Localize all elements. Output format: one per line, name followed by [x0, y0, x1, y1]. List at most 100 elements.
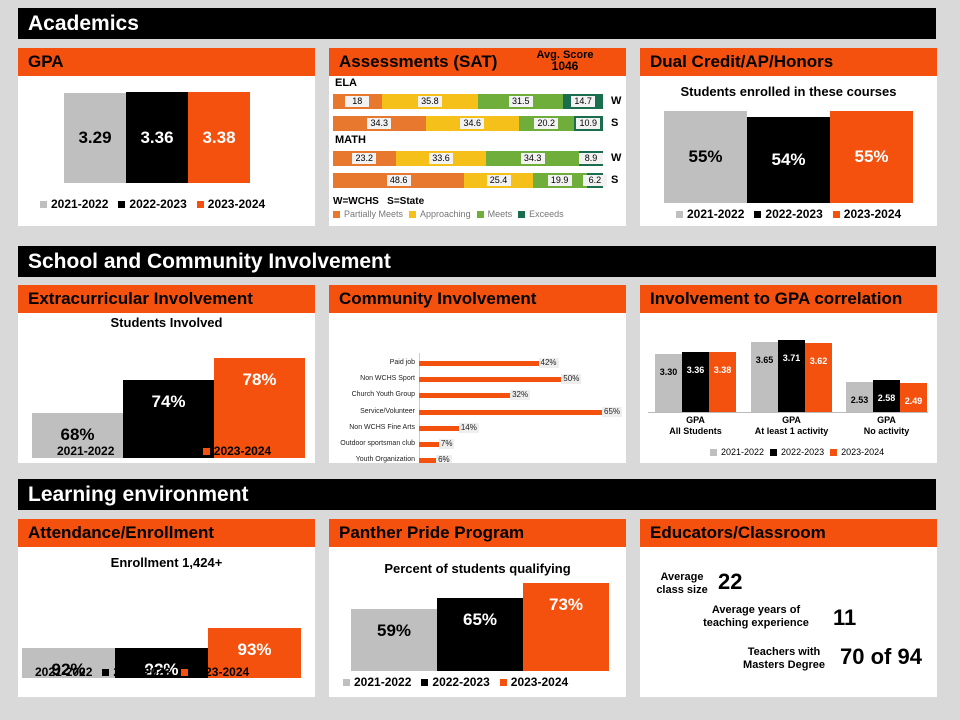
attendance-bar-label: 92% — [144, 660, 179, 679]
corr-bar-value: 2.53 — [850, 394, 869, 405]
panther-chart: Percent of students qualifying 59% 65% 73% 2… — [329, 547, 626, 697]
gpa-bar-2023-2024 — [188, 92, 250, 183]
legend-swatch — [476, 211, 484, 219]
corr-bar-2023-2024 — [805, 343, 832, 412]
panther-subtitle: Percent of students qualifying — [384, 561, 571, 576]
sat-ela-label: ELA — [335, 77, 357, 89]
panther-bar-2022-2023 — [437, 597, 523, 671]
corr-bar-value: 3.65 — [755, 355, 774, 366]
attendance-bar-2023-2024 — [208, 628, 301, 678]
gpa-bar-label: 3.36 — [140, 127, 174, 147]
legend-label: Exceeds — [529, 209, 564, 219]
section-community: School and Community Involvement — [18, 246, 936, 277]
sat-chart: ELA MATH 18 35.8 31.5 14.7 W 34.3 34.6 20.2 10.9 S 2… — [329, 76, 626, 226]
attendance-panel: Attendance/Enrollment Enrollment 1,424+ 9… — [18, 519, 315, 697]
sat-seg-value: 19.9 — [547, 175, 572, 186]
sat-row-ela-w: 18 35.8 31.5 14.7 — [333, 94, 603, 109]
extra-subtitle: Students Involved — [110, 315, 223, 330]
gpa-title: GPA — [18, 48, 315, 76]
legend-swatch — [754, 211, 762, 219]
extra-bar-2022-2023 — [123, 380, 214, 458]
gpa-bar-2022-2023 — [126, 92, 188, 183]
sat-seg-value: 20.2 — [534, 118, 559, 129]
community-category: Non WCHS Fine Arts — [349, 423, 415, 431]
sat-seg-value: 31.5 — [508, 96, 533, 107]
community-title: Community Involvement — [329, 285, 626, 313]
legend-label: 2021-2022 — [51, 197, 109, 211]
years-label: Average years of teaching experience — [703, 604, 809, 629]
corr-bar-value: 3.36 — [686, 365, 705, 376]
legend-label: 2022-2023 — [765, 207, 823, 221]
sat-title: Assessments (SAT) — [329, 48, 626, 76]
dual-legend: 2021-2022 2022-2023 2023-2024 — [676, 207, 911, 221]
legend-label: 2022-2023 — [113, 665, 171, 679]
sat-seg-value: 18 — [345, 96, 370, 107]
legend-label: 2023-2024 — [207, 197, 266, 211]
sat-seg-value: 6.2 — [582, 175, 607, 186]
legend-label: 2023-2024 — [510, 675, 569, 689]
legend-swatch — [202, 448, 210, 456]
legend-swatch — [421, 679, 429, 687]
corr-bar-value: 3.71 — [782, 353, 801, 363]
legend-swatch — [830, 449, 838, 457]
sat-seg-value: 25.4 — [486, 175, 511, 186]
legend-swatch — [102, 669, 110, 677]
corr-bar-2023-2024 — [709, 351, 736, 412]
gpa-panel: GPA 3.29 3.36 3.38 2021-2022 2022-2023 2023-2… — [18, 48, 315, 226]
panther-legend-item: 2022-2023 — [421, 675, 490, 689]
community-bar — [419, 425, 459, 431]
attendance-chart: Enrollment 1,424+ 92% 92% 93% 2021-2022 2022-… — [18, 547, 315, 697]
corr-group-label: GPA No activity — [863, 415, 910, 436]
legend-swatch — [124, 448, 132, 456]
corr-bar-2023-2024 — [900, 383, 927, 412]
educators-title: Educators/Classroom — [640, 519, 937, 547]
extra-panel: Extracurricular Involvement Students Inv… — [18, 285, 315, 463]
legend-label: 2022-2023 — [432, 675, 490, 689]
extra-bar-label: 68% — [60, 425, 95, 444]
community-category: Outdoor sportsman club — [340, 440, 415, 447]
corr-group-label: GPA At least 1 activity — [754, 415, 829, 436]
dual-legend-item: 2022-2023 — [754, 207, 823, 221]
sat-w-marker: W — [611, 152, 622, 164]
community-bar — [419, 409, 604, 415]
corr-bar-value: 2.49 — [904, 396, 923, 406]
sat-legend-item: Meets — [476, 209, 512, 219]
attendance-subtitle: Enrollment 1,424+ — [110, 555, 223, 570]
educators-body: Average class size 22 Average years of t… — [640, 547, 937, 697]
community-category: Paid job — [389, 359, 415, 366]
dual-panel: Dual Credit/AP/Honors Students enrolled … — [640, 48, 937, 226]
sat-w-marker: W — [611, 95, 622, 107]
gpa-legend-item: 2021-2022 — [40, 197, 108, 211]
legend-swatch — [409, 211, 417, 219]
corr-bar-2021-2022 — [655, 354, 682, 412]
extra-legend-item: 2023-2024 — [202, 444, 271, 458]
panther-title: Panther Pride Program — [329, 519, 626, 547]
corr-chart: 3.30 3.36 3.38 GPA All Students 3.65 3.71 3.62… — [640, 313, 937, 463]
sat-note: W=WCHS S=State — [333, 196, 425, 207]
legend-swatch — [118, 201, 126, 209]
legend-label: 2021-2022 — [354, 675, 412, 689]
attendance-legend-item: 2023-2024 — [180, 665, 249, 679]
dual-bar-2022-2023 — [747, 117, 830, 203]
gpa-legend-item: 2023-2024 — [196, 197, 266, 211]
panther-bar-2021-2022 — [351, 609, 437, 671]
community-bar — [419, 393, 511, 399]
legend-label: 2023-2024 — [843, 207, 902, 221]
attendance-title: Attendance/Enrollment — [18, 519, 315, 547]
community-category: Youth Organization — [355, 456, 415, 463]
legend-label: 2021-2022 — [57, 444, 115, 458]
corr-title: Involvement to GPA correlation — [640, 285, 937, 313]
panther-bar-label: 59% — [376, 621, 412, 640]
legend-swatch — [180, 669, 188, 677]
class-size-value: 22 — [718, 569, 743, 594]
gpa-legend: 2021-2022 2022-2023 2023-2024 — [40, 197, 275, 211]
dual-bar-2021-2022 — [664, 111, 747, 203]
sat-seg-value: 48.6 — [386, 175, 411, 186]
community-value: 50% — [561, 374, 582, 385]
panther-legend: 2021-2022 2022-2023 2023-2024 — [343, 675, 578, 689]
legend-swatch — [770, 449, 778, 457]
dual-bar-2023-2024 — [830, 111, 913, 203]
community-value: 32% — [510, 390, 531, 401]
panther-legend-item: 2021-2022 — [343, 675, 411, 689]
legend-label: 2021-2022 — [721, 447, 765, 457]
